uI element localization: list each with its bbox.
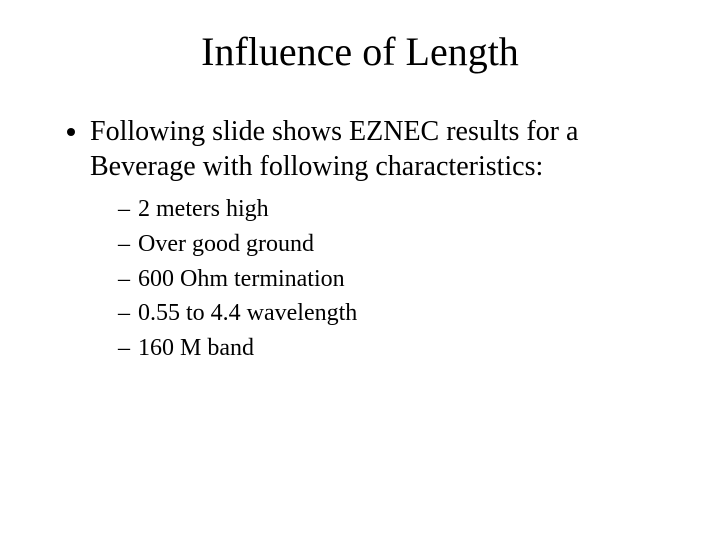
sub-bullet-list: 2 meters high Over good ground 600 Ohm t… bbox=[90, 192, 670, 366]
bullet-list: Following slide shows EZNEC results for … bbox=[50, 114, 670, 366]
list-item: Following slide shows EZNEC results for … bbox=[90, 114, 670, 366]
slide-title: Influence of Length bbox=[50, 28, 670, 76]
list-item: 160 M band bbox=[118, 331, 670, 366]
list-item: Over good ground bbox=[118, 227, 670, 262]
list-item: 600 Ohm termination bbox=[118, 262, 670, 297]
list-item: 2 meters high bbox=[118, 192, 670, 227]
list-item: 0.55 to 4.4 wavelength bbox=[118, 296, 670, 331]
main-bullet-text: Following slide shows EZNEC results for … bbox=[90, 116, 578, 182]
slide: Influence of Length Following slide show… bbox=[0, 0, 720, 540]
